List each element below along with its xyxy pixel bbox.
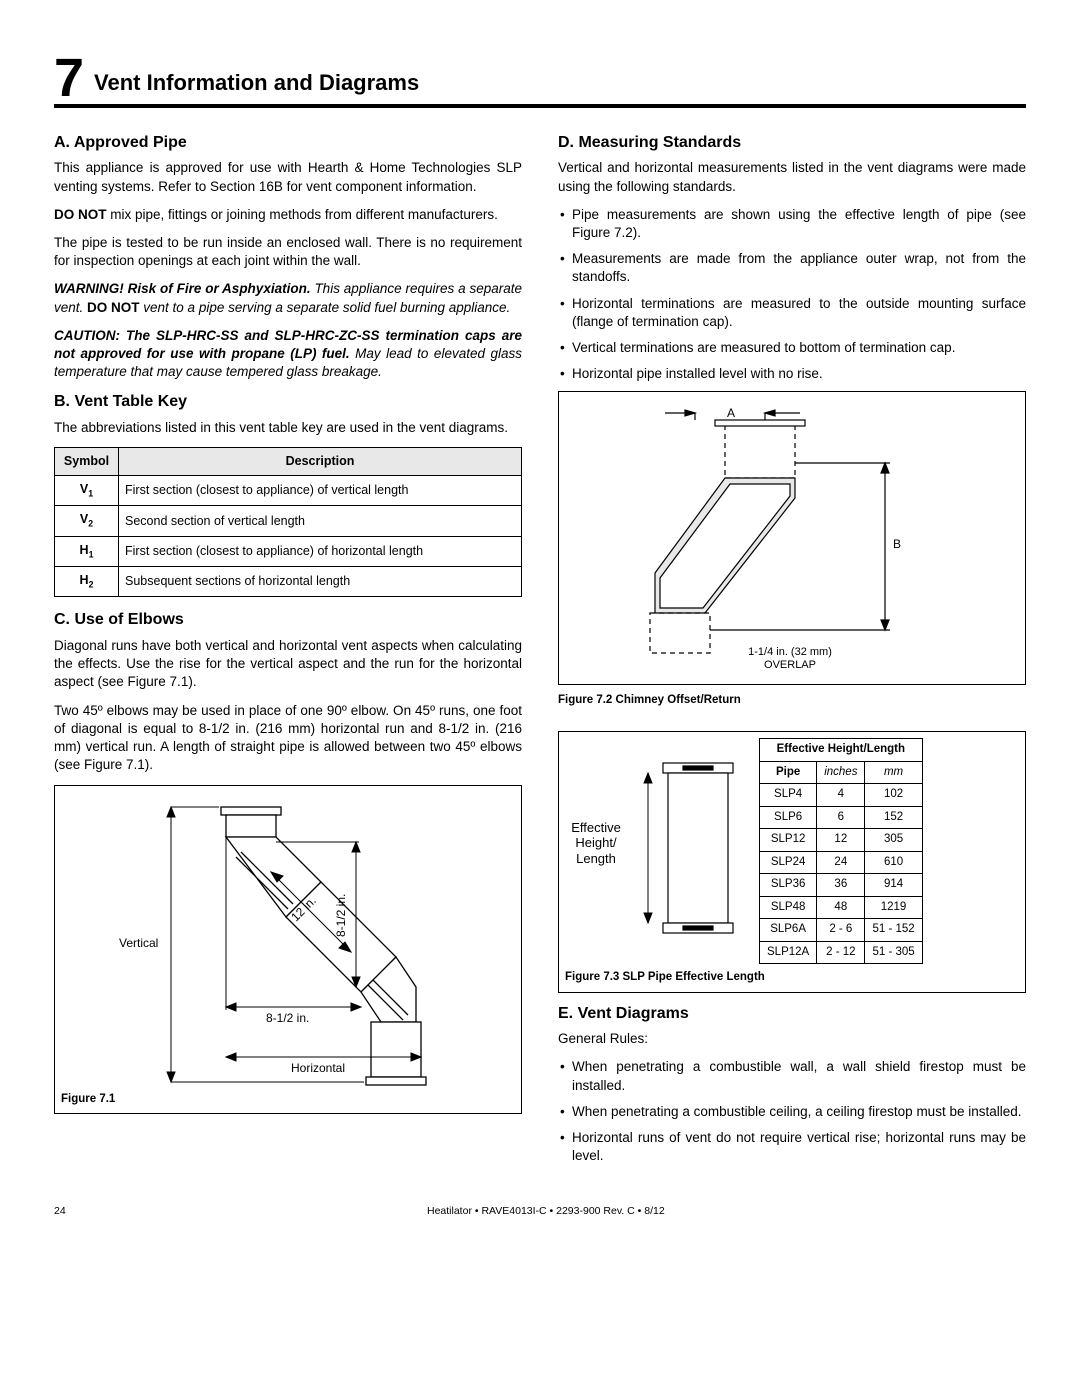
left-column: A. Approved Pipe This appliance is appro… <box>54 122 522 1174</box>
section-b-heading: B. Vent Table Key <box>54 391 522 413</box>
table-row: SLP66152 <box>760 806 923 829</box>
eff-title: Effective Height/Length <box>760 738 923 761</box>
effective-length-table: Effective Height/Length Pipe inches mm S… <box>759 738 923 964</box>
table-row: V1First section (closest to appliance) o… <box>55 476 522 506</box>
list-item: Vertical terminations are measured to bo… <box>558 339 1026 357</box>
chapter-header: 7 Vent Information and Diagrams <box>54 54 1026 108</box>
key-header-symbol: Symbol <box>55 448 119 476</box>
fig73-left-label: Effective Height/ Length <box>565 820 627 867</box>
section-a-p1: This appliance is approved for use with … <box>54 159 522 195</box>
section-e-heading: E. Vent Diagrams <box>558 1003 1026 1025</box>
table-row: SLP12A2 - 1251 - 305 <box>760 941 923 964</box>
figure-7-3: Effective Height/ Length <box>558 731 1026 993</box>
table-row: SLP48481219 <box>760 896 923 919</box>
fig71-8-5-h: 8-1/2 in. <box>266 1011 309 1025</box>
page-footer: 24 Heatilator • RAVE4013I-C • 2293-900 R… <box>54 1204 1026 1218</box>
section-a-p2b: mix pipe, ﬁttings or joining methods fro… <box>107 207 498 222</box>
table-row: SLP2424610 <box>760 851 923 874</box>
list-item: When penetrating a combustible ceiling, … <box>558 1103 1026 1121</box>
figure-7-2-caption: Figure 7.2 Chimney Offset/Return <box>558 693 1026 709</box>
section-c-p2: Two 45º elbows may be used in place of o… <box>54 702 522 775</box>
list-item: Pipe measurements are shown using the ef… <box>558 206 1026 242</box>
key-header-desc: Description <box>119 448 522 476</box>
section-a-heading: A. Approved Pipe <box>54 132 522 154</box>
fig71-vertical-label: Vertical <box>119 936 158 950</box>
section-a-warning: WARNING! Risk of Fire or Asphyxiation. T… <box>54 280 522 316</box>
figure-7-1: Vertical Horizontal 8-1/2 in. 12 in. 8-1… <box>54 785 522 1115</box>
figure-7-3-caption: Figure 7.3 SLP Pipe Effective Length <box>565 970 1019 986</box>
section-a-p2: DO NOT mix pipe, ﬁttings or joining meth… <box>54 206 522 224</box>
figure-7-3-svg <box>633 738 753 948</box>
table-row: V2Second section of vertical length <box>55 506 522 536</box>
warn1d: vent to a pipe serving a separate solid … <box>140 300 511 315</box>
figure-7-2-svg: A B 1-1/4 in. (32 mm) OVERLAP <box>565 398 1005 678</box>
do-not-bold: DO NOT <box>54 207 107 222</box>
section-a-p3: The pipe is tested to be run inside an e… <box>54 234 522 270</box>
table-row: H2Subsequent sections of horizontal leng… <box>55 567 522 597</box>
table-row: H1First section (closest to appliance) o… <box>55 536 522 566</box>
fig72-overlap2: OVERLAP <box>764 659 816 671</box>
list-item: Horizontal terminations are measured to … <box>558 295 1026 331</box>
section-c-heading: C. Use of Elbows <box>54 609 522 631</box>
figure-7-1-svg: Vertical Horizontal 8-1/2 in. 12 in. 8-1… <box>61 792 491 1092</box>
list-item: Horizontal pipe installed level with no … <box>558 365 1026 383</box>
table-row: SLP6A2 - 651 - 152 <box>760 919 923 942</box>
right-column: D. Measuring Standards Vertical and hori… <box>558 122 1026 1174</box>
section-d-bullets: Pipe measurements are shown using the ef… <box>558 206 1026 384</box>
chapter-title: Vent Information and Diagrams <box>94 68 419 98</box>
warn1a: WARNING! Risk of Fire or Asphyxiation. <box>54 281 311 296</box>
two-column-layout: A. Approved Pipe This appliance is appro… <box>54 122 1026 1174</box>
section-d-intro: Vertical and horizontal measurements lis… <box>558 159 1026 195</box>
section-e-bullets: When penetrating a combustible wall, a w… <box>558 1058 1026 1165</box>
fig71-horizontal-label: Horizontal <box>291 1061 345 1075</box>
table-row: SLP1212305 <box>760 829 923 852</box>
list-item: When penetrating a combustible wall, a w… <box>558 1058 1026 1094</box>
fig72-A: A <box>727 406 735 420</box>
fig72-overlap1: 1-1/4 in. (32 mm) <box>748 646 832 658</box>
vent-key-table: Symbol Description V1First section (clos… <box>54 447 522 597</box>
section-b-intro: The abbreviations listed in this vent ta… <box>54 419 522 437</box>
figure-7-1-caption: Figure 7.1 <box>61 1092 515 1108</box>
list-item: Measurements are made from the appliance… <box>558 250 1026 286</box>
page-number: 24 <box>54 1204 66 1218</box>
chapter-number: 7 <box>54 54 84 103</box>
section-c-p1: Diagonal runs have both vertical and hor… <box>54 637 522 692</box>
eff-col-mm: mm <box>865 761 922 784</box>
section-a-caution: CAUTION: The SLP-HRC-SS and SLP-HRC-ZC-S… <box>54 327 522 382</box>
table-row: SLP3636914 <box>760 874 923 897</box>
fig71-8-5-v: 8-1/2 in. <box>334 893 348 936</box>
eff-col-in: inches <box>817 761 865 784</box>
section-e-intro: General Rules: <box>558 1030 1026 1048</box>
list-item: Horizontal runs of vent do not require v… <box>558 1129 1026 1165</box>
warn1c: DO NOT <box>87 300 140 315</box>
section-d-heading: D. Measuring Standards <box>558 132 1026 154</box>
footer-text: Heatilator • RAVE4013I-C • 2293-900 Rev.… <box>427 1204 665 1218</box>
fig72-B: B <box>893 537 901 551</box>
table-row: SLP44102 <box>760 784 923 807</box>
eff-col-pipe: Pipe <box>760 761 817 784</box>
figure-7-2: A B 1-1/4 in. (32 mm) OVERLAP <box>558 391 1026 685</box>
